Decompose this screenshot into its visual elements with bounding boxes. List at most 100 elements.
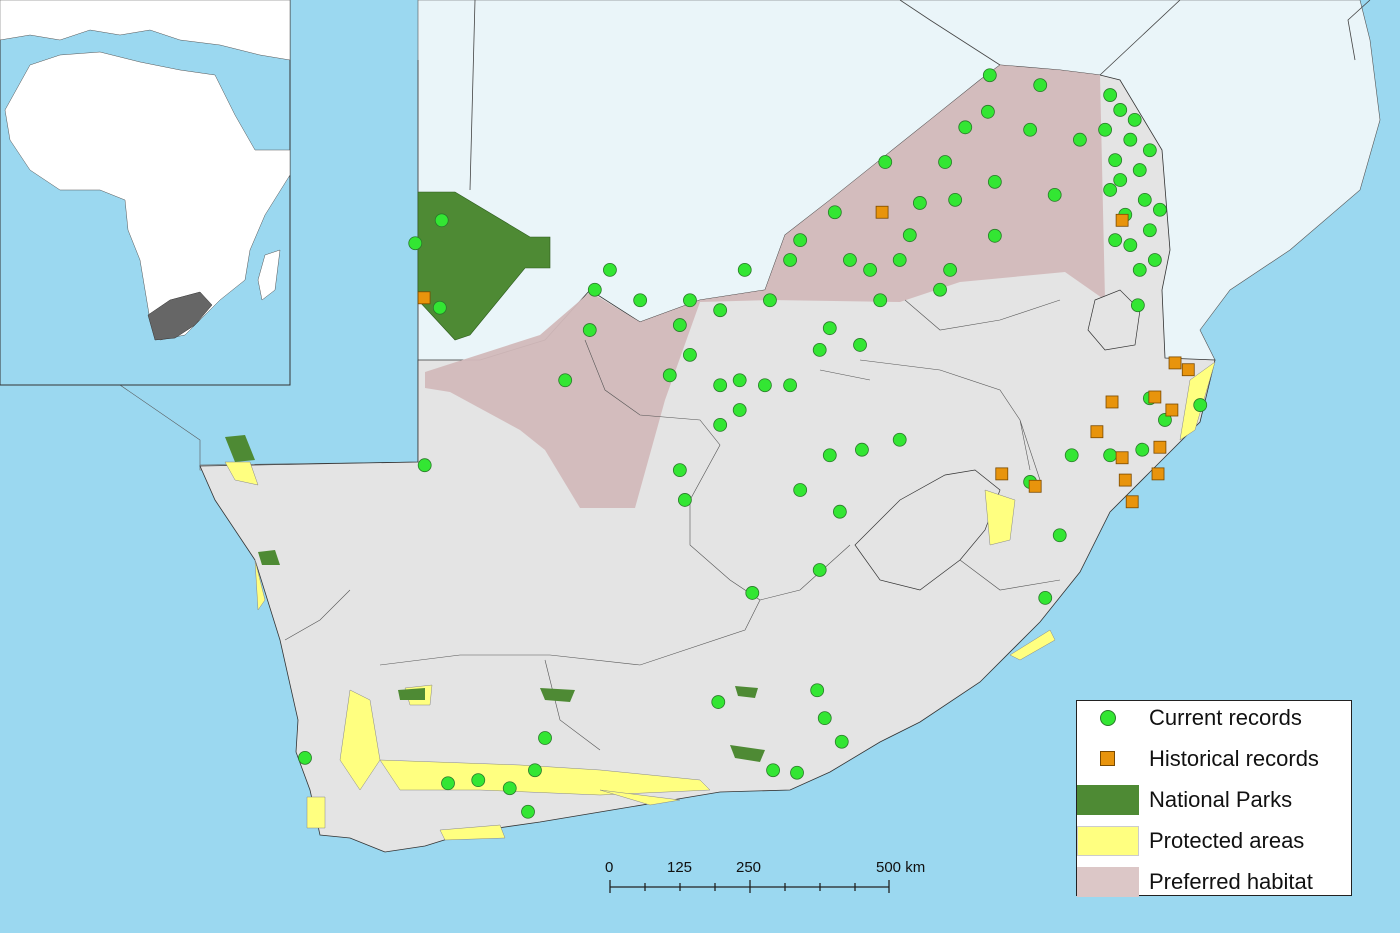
historical-record-point [875,205,889,219]
current-record-point [873,293,888,308]
current-record-point [1073,132,1087,147]
current-record-point [958,120,973,135]
legend-label: Protected areas [1149,828,1305,853]
legend-item-historical: Historical records [1077,742,1351,776]
current-record-point [633,293,648,308]
current-record-point [538,731,552,745]
current-record-point [298,750,312,765]
historical-record-point [1165,403,1179,417]
current-record-point [1147,253,1162,267]
current-record-point [1108,153,1123,168]
current-record-point [1033,78,1048,93]
current-record-point [793,483,808,497]
orange-square-icon [1100,751,1115,766]
historical-record-point [1153,440,1167,454]
current-record-point [902,228,917,243]
current-record-point [1142,223,1157,238]
current-record-point [758,378,772,393]
current-record-point [1113,103,1128,117]
national-parks-swatch [1077,785,1139,815]
current-record-point [938,155,952,169]
current-record-point [745,586,760,600]
inset-south-africa [147,291,213,341]
current-record-point [1127,112,1142,127]
historical-record-point [1090,425,1104,439]
current-record-point [1098,122,1112,137]
current-record-point [558,373,573,388]
current-record-point [677,493,692,507]
legend-label: Current records [1149,705,1302,730]
current-record-point [981,104,995,119]
historical-record-point [1115,213,1129,227]
current-record-point [432,300,447,315]
current-record-point [812,563,827,577]
historical-record-point [1105,395,1119,409]
current-record-point [892,253,907,267]
current-record-point [713,303,728,318]
current-record-point [711,695,726,709]
current-record-point [810,683,825,698]
current-record-point [783,253,797,267]
current-record-point [1038,590,1053,605]
green-circle-icon [1100,710,1116,726]
legend-item-national-parks: National Parks [1077,783,1351,817]
current-record-point [408,236,423,251]
current-record-point [1137,192,1152,207]
current-record-point [672,318,687,332]
current-record-point [683,347,697,362]
historical-record-point [1125,495,1139,509]
historical-record-point [1028,479,1042,493]
current-record-point [987,228,1002,243]
legend-item-current: Current records [1077,701,1351,735]
historical-record-point [1148,390,1162,404]
current-record-point [471,773,486,788]
current-record-point [441,776,455,791]
current-record-point [1142,143,1157,158]
records-layer [298,68,1208,819]
historical-record-point [1118,473,1132,487]
current-record-point [672,463,687,478]
historical-record-point [995,467,1009,481]
current-record-point [948,192,963,207]
scale-label-125: 125 [667,859,693,876]
current-record-point [863,262,878,277]
preferred-habitat-swatch [1077,867,1139,897]
current-record-point [502,781,517,796]
swaziland-border [1087,289,1141,351]
scale-bar [609,880,890,893]
inset-africa [4,51,291,341]
scale-label-250: 250 [736,859,762,876]
national-park-kgalagadi [417,191,551,341]
current-record-point [853,338,867,352]
current-record-point [417,458,432,473]
current-record-point [582,323,597,337]
current-record-point [943,262,958,277]
current-record-point [1052,528,1067,543]
map-legend: Current records Historical records Natio… [1076,700,1352,897]
historical-record-point [417,291,431,305]
current-record-point [843,253,857,267]
current-record-point [1023,122,1038,137]
current-record-point [1108,233,1123,248]
historical-record-point [1168,356,1182,370]
protected-areas-swatch [1077,826,1139,856]
historical-record-point [1151,467,1165,481]
current-record-point [912,196,927,210]
legend-item-protected-areas: Protected areas [1077,824,1351,858]
current-record-point [1158,413,1172,427]
current-record-point [521,804,535,819]
legend-label: Historical records [1149,746,1319,771]
current-record-point [878,155,893,169]
current-record-point [1123,132,1138,147]
current-record-point [1153,202,1167,217]
current-record-point [683,293,697,308]
current-record-point [812,342,827,357]
current-record-point [783,378,797,393]
current-record-point [832,504,847,519]
inset-madagascar [257,249,281,301]
current-record-point [892,432,907,447]
current-record-point [933,282,947,297]
historical-record-point [1181,363,1195,377]
current-record-point [1132,262,1147,277]
current-record-point [1103,448,1118,463]
